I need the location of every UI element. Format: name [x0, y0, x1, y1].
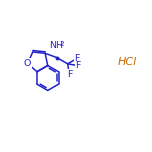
Text: F: F: [75, 61, 81, 70]
Text: HCl: HCl: [118, 57, 137, 67]
Text: 2: 2: [59, 41, 64, 47]
Text: NH: NH: [49, 41, 63, 50]
Text: F: F: [74, 54, 79, 63]
Text: F: F: [67, 70, 72, 79]
Text: O: O: [24, 59, 31, 68]
